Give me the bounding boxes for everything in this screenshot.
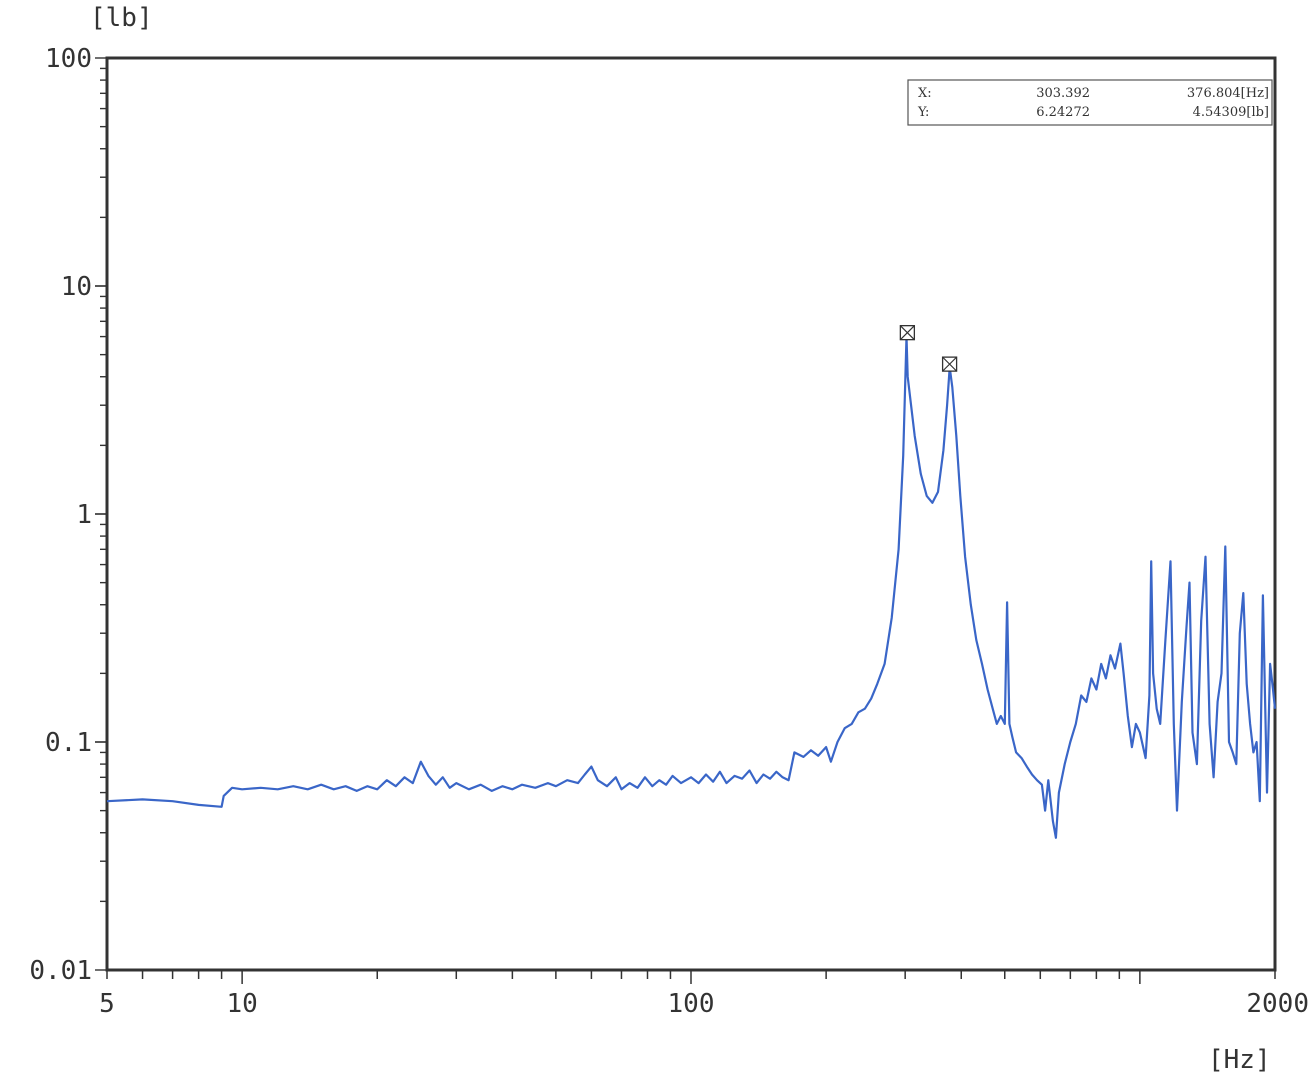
y-tick-label: 1 — [76, 500, 92, 530]
peak-markers — [899, 325, 958, 372]
cursor-readout-box: X: 303.392 376.804[Hz] Y: 6.24272 4.5430… — [907, 79, 1273, 126]
x-axis-unit-label: [Hz] — [1208, 1045, 1271, 1075]
x-axis: 5 10 100 2000 — [99, 970, 1309, 1019]
x-tick-label: 5 — [99, 989, 115, 1019]
y-tick-label: 0.1 — [45, 728, 92, 758]
cursor-x2-value: 376.804[Hz] — [1187, 86, 1269, 101]
x-tick-label: 10 — [226, 989, 257, 1019]
x-tick-label: 100 — [668, 989, 715, 1019]
peak-marker — [941, 356, 958, 372]
plot-area-frame — [105, 56, 1277, 972]
cursor-readout-frame — [907, 79, 1273, 126]
cursor-y1-value: 6.24272 — [1036, 105, 1090, 120]
x-tick-label: 2000 — [1246, 989, 1309, 1019]
cursor-y2-value: 4.54309[lb] — [1193, 105, 1269, 120]
y-tick-label: 100 — [45, 44, 92, 74]
y-axis-unit-label: [lb] — [90, 3, 153, 33]
series-line — [106, 335, 1277, 839]
cursor-y-label: Y: — [917, 105, 929, 120]
peak-marker — [899, 325, 916, 341]
y-axis: 0.01 0.1 1 10 100 — [29, 44, 107, 986]
cursor-x-label: X: — [918, 86, 932, 101]
y-tick-label: 0.01 — [29, 956, 92, 986]
cursor-x1-value: 303.392 — [1036, 86, 1090, 101]
y-tick-label: 10 — [61, 272, 92, 302]
